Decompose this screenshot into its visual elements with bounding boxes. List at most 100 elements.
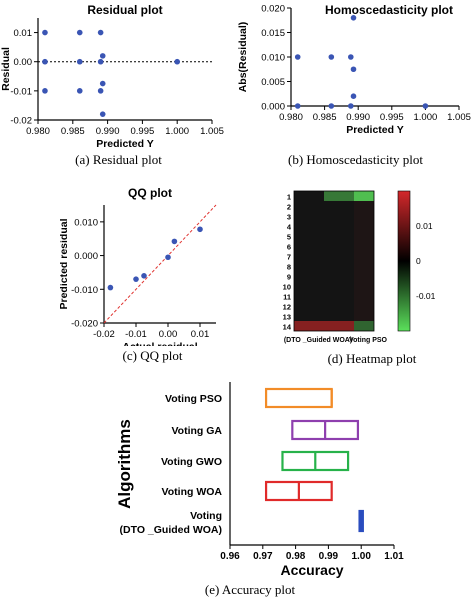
heatmap-cell bbox=[294, 291, 354, 301]
data-point bbox=[133, 276, 139, 282]
category-label: Voting GA bbox=[171, 425, 222, 437]
colorbar-tick-label: 0.01 bbox=[416, 221, 433, 231]
qq-plot-caption: (c) QQ plot bbox=[122, 348, 183, 363]
x-tick-label: 1.005 bbox=[447, 112, 471, 123]
x-axis-label: Accuracy bbox=[280, 562, 343, 578]
box bbox=[264, 387, 333, 409]
data-point bbox=[197, 226, 203, 233]
data-point bbox=[141, 273, 147, 279]
x-tick-label: 0.995 bbox=[131, 126, 155, 137]
heatmap-cell bbox=[354, 291, 374, 301]
heatmap-plot: 1 2 3 4 5 6 7 8 9 10 11 12 13 14 (DTO _Guided WOA) Voti… bbox=[270, 183, 474, 368]
heatmap-cell bbox=[294, 201, 354, 211]
heatmap-cell bbox=[294, 281, 354, 291]
data-point bbox=[97, 29, 104, 36]
data-point bbox=[422, 103, 429, 109]
data-point bbox=[350, 66, 357, 73]
colorbar bbox=[397, 190, 411, 332]
data-point bbox=[294, 103, 301, 109]
identity-line bbox=[103, 204, 217, 324]
y-tick-label: -0.02 bbox=[10, 116, 32, 127]
box bbox=[358, 509, 364, 533]
heatmap-cell bbox=[294, 311, 354, 321]
data-point bbox=[76, 29, 83, 36]
qq-plot-svg: QQ plot -0.02 -0.01 0.00 0.01 0.010 0.000 -0.01… bbox=[58, 186, 217, 353]
data-point bbox=[328, 103, 335, 109]
data-point bbox=[76, 88, 83, 94]
x-tick-label: 0.98 bbox=[286, 551, 306, 562]
heatmap-cell bbox=[354, 221, 374, 231]
heatmap-cell bbox=[294, 301, 354, 311]
x-tick-label: 1.00 bbox=[351, 551, 371, 562]
data-point bbox=[165, 254, 171, 261]
y-tick-label: 0.000 bbox=[261, 102, 285, 113]
heatmap-cell bbox=[354, 231, 374, 241]
x-tick-label: 0.985 bbox=[61, 126, 85, 137]
residual-plot: Residual plot 0.980 0.985 0.990 0.995 1.000 1.… bbox=[0, 0, 237, 170]
heatmap-cell bbox=[294, 231, 354, 241]
x-tick-label: 0.97 bbox=[253, 551, 273, 562]
category-label: Voting WOA bbox=[162, 486, 223, 498]
x-tick-label: 0.985 bbox=[313, 112, 337, 123]
x-tick-label: 0.990 bbox=[96, 126, 120, 137]
x-tick-label: 0.980 bbox=[279, 112, 303, 123]
heatmap-row-label: 6 bbox=[287, 243, 291, 252]
heatmap-cell bbox=[354, 281, 374, 291]
heatmap-cell bbox=[354, 211, 374, 221]
heatmap-row-label: 4 bbox=[287, 223, 292, 232]
heatmap-cell bbox=[294, 221, 354, 231]
y-tick-label: 0.01 bbox=[14, 28, 33, 39]
heatmap-cell bbox=[354, 311, 374, 321]
x-tick-label: 1.000 bbox=[165, 126, 189, 137]
chart-title: Residual plot bbox=[87, 3, 162, 17]
colorbar-tick-label: 0 bbox=[416, 256, 421, 266]
heatmap-row-label: 3 bbox=[287, 213, 291, 222]
heatmap-cell bbox=[294, 251, 354, 261]
homoscedasticity-plot-caption: (b) Homoscedasticity plot bbox=[287, 152, 424, 167]
heatmap-cell bbox=[354, 271, 374, 281]
residual-plot-svg: Residual plot 0.980 0.985 0.990 0.995 1.000 1.… bbox=[0, 3, 224, 150]
chart-title: Homoscedasticity plot bbox=[325, 3, 453, 17]
data-point bbox=[99, 111, 106, 117]
data-point bbox=[42, 58, 48, 65]
y-axis-label: Residual bbox=[0, 47, 12, 91]
heatmap-row-label: 12 bbox=[283, 303, 291, 312]
y-tick-label: 0.00 bbox=[14, 57, 33, 68]
x-tick-label: 0.980 bbox=[26, 126, 50, 137]
heatmap-row-label: 9 bbox=[287, 273, 291, 282]
y-tick-label: 0.010 bbox=[261, 53, 285, 64]
data-point bbox=[42, 29, 48, 36]
x-tick-label: 1.01 bbox=[384, 551, 404, 562]
chart-title: QQ plot bbox=[128, 186, 172, 200]
heatmap-row-label: 8 bbox=[287, 263, 291, 272]
residual-plot-caption: (a) Residual plot bbox=[75, 152, 162, 167]
heatmap-cell bbox=[294, 211, 354, 221]
accuracy-plot: 0.96 0.97 0.98 0.99 1.00 1.01 Accuracy Algorith… bbox=[100, 378, 420, 604]
data-point bbox=[99, 53, 106, 59]
data-point bbox=[99, 80, 106, 87]
heatmap-row-label: 10 bbox=[283, 283, 291, 292]
y-tick-label: 0.010 bbox=[74, 217, 98, 228]
heatmap-row-label: 7 bbox=[287, 253, 291, 262]
data-point bbox=[97, 88, 104, 94]
heatmap-cell bbox=[354, 261, 374, 271]
heatmap-cell bbox=[354, 241, 374, 251]
colorbar-tick-label: -0.01 bbox=[416, 291, 436, 301]
y-tick-label: -0.020 bbox=[71, 319, 98, 330]
heatmap-row-label: 1 bbox=[287, 193, 291, 202]
x-tick-label: 1.000 bbox=[414, 112, 438, 123]
heatmap-cell bbox=[354, 201, 374, 211]
y-axis-label: Algorithms bbox=[115, 419, 134, 509]
heatmap-plot-caption: (d) Heatmap plot bbox=[327, 351, 417, 366]
x-tick-label: 0.990 bbox=[346, 112, 370, 123]
data-point bbox=[76, 58, 83, 65]
data-point bbox=[97, 58, 104, 65]
accuracy-plot-svg: 0.96 0.97 0.98 0.99 1.00 1.01 Accuracy Algorith… bbox=[115, 382, 404, 578]
x-tick-label: 0.00 bbox=[159, 329, 178, 340]
data-point bbox=[350, 93, 357, 99]
heatmap-row-label: 14 bbox=[283, 323, 292, 332]
data-point bbox=[348, 54, 354, 60]
y-axis-label: Predicted residual bbox=[60, 218, 70, 309]
heatmap-cell bbox=[324, 191, 354, 201]
